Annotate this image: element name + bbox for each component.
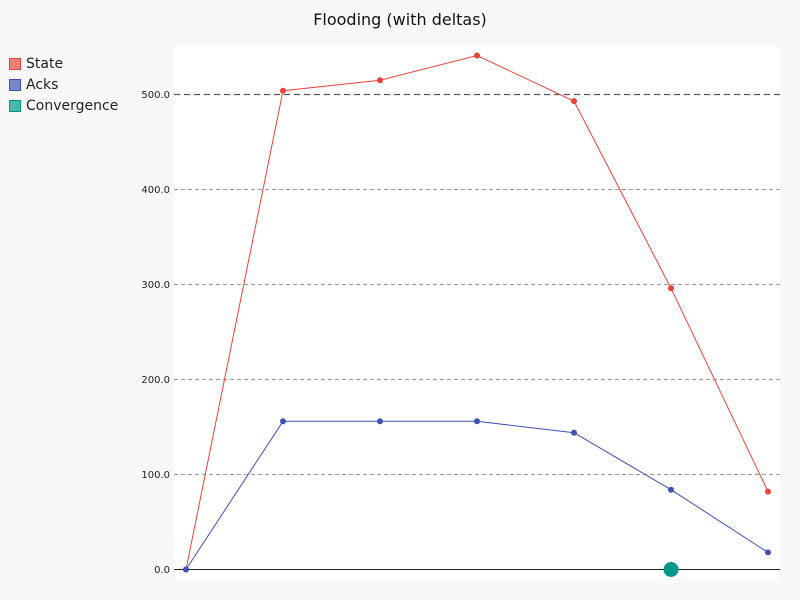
data-point-acks[interactable]	[280, 418, 286, 425]
data-point-state[interactable]	[571, 98, 577, 105]
legend-swatch-convergence	[9, 99, 21, 112]
legend: State Acks Convergence	[9, 53, 118, 116]
data-point-acks[interactable]	[183, 566, 189, 573]
data-point-state[interactable]	[377, 77, 383, 84]
data-point-state[interactable]	[474, 52, 480, 59]
data-point-acks[interactable]	[377, 418, 383, 425]
data-point-acks[interactable]	[765, 549, 771, 556]
marker-convergence[interactable]	[663, 562, 679, 577]
chart-title: Flooding (with deltas)	[313, 10, 487, 29]
plot-area	[174, 46, 780, 579]
data-point-acks[interactable]	[571, 429, 577, 436]
marker-layer	[663, 562, 679, 577]
y-axis-tick-labels: 0.0 100.0 200.0 300.0 400.0 500.0	[141, 90, 170, 576]
y-tick-label: 0.0	[154, 565, 170, 576]
grid-lines	[174, 93, 780, 475]
y-tick-label: 100.0	[141, 470, 170, 481]
y-tick-label: 400.0	[141, 185, 170, 196]
y-tick-label: 300.0	[141, 280, 170, 291]
data-point-acks[interactable]	[668, 486, 674, 493]
legend-swatch-acks	[9, 78, 21, 91]
data-point-state[interactable]	[668, 285, 674, 292]
legend-item-convergence[interactable]: Convergence	[9, 95, 118, 116]
legend-label-state: State	[26, 55, 64, 72]
series-acks	[183, 418, 771, 573]
data-point-state[interactable]	[280, 87, 286, 94]
y-tick-label: 500.0	[141, 90, 170, 101]
legend-label-convergence: Convergence	[26, 97, 119, 114]
data-point-acks[interactable]	[474, 418, 480, 425]
data-point-state[interactable]	[765, 488, 771, 495]
legend-item-state[interactable]: State	[9, 53, 118, 74]
legend-swatch-state	[9, 57, 21, 70]
series-layer	[183, 52, 771, 573]
y-tick-label: 200.0	[141, 375, 170, 386]
legend-item-acks[interactable]: Acks	[9, 74, 118, 95]
legend-label-acks: Acks	[26, 76, 59, 93]
